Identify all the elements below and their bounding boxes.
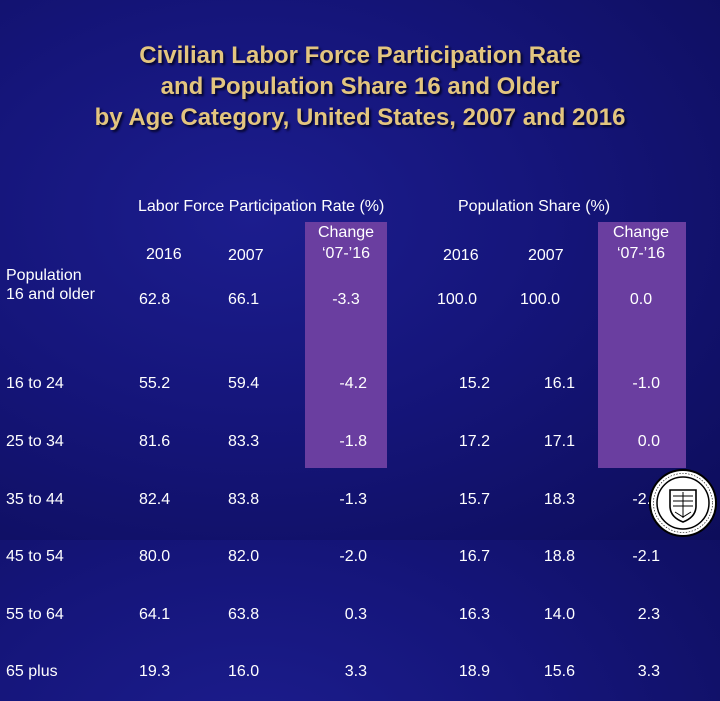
share-2007-cell: 16.1 bbox=[543, 375, 575, 393]
lfpr-2016-header: 2016 bbox=[146, 246, 182, 263]
share-2007-cell: 17.1 bbox=[543, 433, 575, 450]
lfpr-2007-cell: 83.8 bbox=[228, 490, 260, 508]
lfpr-2016-cell: 64.1 bbox=[139, 605, 171, 623]
age-label: 45 to 54 bbox=[6, 548, 64, 566]
total-share-2007: 100.0 bbox=[520, 291, 561, 308]
share-2007-cell: 18.8 bbox=[543, 548, 575, 566]
total-row-label-line-1: Population bbox=[6, 267, 82, 284]
lfpr-2007-header: 2007 bbox=[228, 247, 264, 264]
age-label: 16 to 24 bbox=[6, 375, 64, 393]
lfpr-group-header: Labor Force Participation Rate (%) bbox=[138, 198, 385, 215]
university-seal-icon bbox=[649, 469, 717, 537]
share-2016-cell: 16.3 bbox=[458, 605, 490, 623]
age-label: 55 to 64 bbox=[6, 605, 64, 623]
lfpr-2016-column: 55.2 81.6 82.4 80.0 64.1 19.3 bbox=[139, 336, 170, 701]
lfpr-2007-column: 59.4 83.3 83.8 82.0 63.8 16.0 bbox=[228, 336, 259, 701]
lfpr-change-cell: -1.8 bbox=[339, 433, 367, 450]
share-2007-header: 2007 bbox=[528, 247, 564, 264]
share-2016-header: 2016 bbox=[443, 247, 479, 264]
share-2007-cell: 15.6 bbox=[543, 663, 575, 681]
lfpr-2007-cell: 16.0 bbox=[228, 663, 260, 681]
lfpr-2007-cell: 59.4 bbox=[228, 375, 260, 393]
lfpr-2016-cell: 81.6 bbox=[139, 433, 171, 450]
age-label: 65 plus bbox=[6, 663, 58, 681]
lfpr-change-cell: -2.0 bbox=[339, 548, 367, 566]
lfpr-2016-cell: 19.3 bbox=[139, 663, 171, 681]
share-2007-cell: 18.3 bbox=[543, 490, 575, 508]
lfpr-change-column: -4.2 -1.8 -1.3 -2.0 0.3 3.3 bbox=[305, 336, 367, 701]
total-lfpr-2016: 62.8 bbox=[139, 291, 171, 308]
lfpr-2016-cell: 80.0 bbox=[139, 548, 171, 566]
share-change-cell: 2.3 bbox=[637, 605, 660, 623]
total-lfpr-change: -3.3 bbox=[332, 291, 360, 308]
lfpr-change-header-1: Change bbox=[317, 224, 375, 241]
age-label: 35 to 44 bbox=[6, 490, 64, 508]
lfpr-2007-cell: 83.3 bbox=[228, 433, 260, 450]
lfpr-2007-cell: 82.0 bbox=[228, 548, 260, 566]
share-change-cell: 3.3 bbox=[637, 663, 660, 681]
total-lfpr-2007: 66.1 bbox=[228, 291, 260, 308]
share-2007-column: 16.1 17.1 18.3 18.8 14.0 15.6 bbox=[515, 336, 575, 701]
total-row-label: Population 16 and older bbox=[6, 266, 95, 304]
slide-title: Civilian Labor Force Participation Rate … bbox=[0, 40, 720, 133]
share-change-cell: -2.1 bbox=[632, 548, 660, 566]
lfpr-2016-cell: 55.2 bbox=[139, 375, 171, 393]
share-change-cell: -1.0 bbox=[632, 375, 660, 393]
share-change-cell: 0.0 bbox=[637, 433, 660, 450]
lfpr-change-cell: -1.3 bbox=[339, 490, 367, 508]
lfpr-change-cell: 0.3 bbox=[344, 605, 367, 623]
total-share-2016: 100.0 bbox=[437, 291, 478, 308]
lfpr-change-cell: 3.3 bbox=[344, 663, 367, 681]
lfpr-2007-cell: 63.8 bbox=[228, 605, 260, 623]
share-2016-column: 15.2 17.2 15.7 16.7 16.3 18.9 bbox=[430, 336, 490, 701]
total-share-change: 0.0 bbox=[629, 291, 653, 308]
title-line-1: Civilian Labor Force Participation Rate bbox=[139, 42, 581, 69]
lfpr-change-header-2: ‘07-’16 bbox=[321, 245, 371, 262]
age-label-column: 16 to 24 25 to 34 35 to 44 45 to 54 55 t… bbox=[6, 336, 64, 701]
total-row-label-line-2: 16 and older bbox=[6, 286, 95, 303]
share-change-header-2: ‘07-’16 bbox=[616, 245, 666, 262]
title-line-3: by Age Category, United States, 2007 and… bbox=[94, 104, 626, 131]
age-label: 25 to 34 bbox=[6, 433, 64, 450]
lfpr-2016-cell: 82.4 bbox=[139, 490, 171, 508]
share-change-highlight bbox=[598, 222, 686, 468]
share-2016-cell: 16.7 bbox=[458, 548, 490, 566]
share-2016-cell: 17.2 bbox=[458, 433, 490, 450]
share-2016-cell: 15.2 bbox=[458, 375, 490, 393]
title-line-2: and Population Share 16 and Older bbox=[160, 73, 560, 100]
share-2016-cell: 18.9 bbox=[458, 663, 490, 681]
share-group-header: Population Share (%) bbox=[458, 198, 611, 215]
share-change-header-1: Change bbox=[612, 224, 670, 241]
lfpr-change-highlight bbox=[305, 222, 387, 468]
share-2016-cell: 15.7 bbox=[458, 490, 490, 508]
lfpr-change-cell: -4.2 bbox=[339, 375, 367, 393]
share-2007-cell: 14.0 bbox=[543, 605, 575, 623]
